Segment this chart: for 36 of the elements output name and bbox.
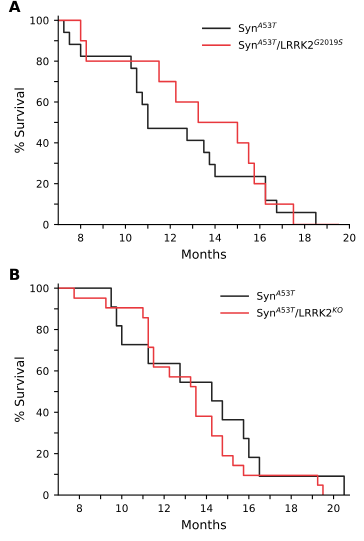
- x-tick-label: 8: [78, 234, 84, 242]
- x-tick-label: 10: [116, 504, 128, 512]
- x-tick-label: 20: [344, 234, 356, 242]
- x-tick-label: 16: [254, 234, 266, 242]
- y-tick-label: 0: [43, 491, 49, 500]
- x-tick-label: 14: [201, 504, 213, 512]
- x-axis-title: Months: [182, 249, 226, 259]
- y-tick-label: 20: [36, 180, 49, 188]
- y-tick-label: 20: [36, 450, 49, 458]
- x-tick-label: 18: [286, 504, 298, 512]
- legend-label: Syn$^{A53T}$/LRRK2$^{KO}$: [257, 307, 343, 319]
- y-tick-label: 60: [36, 367, 49, 376]
- x-tick-label: 12: [164, 234, 176, 242]
- y-tick-label: 80: [36, 326, 49, 334]
- y-axis-title: % Survival: [14, 358, 24, 422]
- y-axis-title: % Survival: [14, 88, 24, 153]
- x-tick-label: 16: [243, 504, 255, 512]
- legend-label: Syn$^{A53T}$: [257, 290, 296, 302]
- y-tick-label: 60: [36, 98, 49, 106]
- x-tick-label: 14: [210, 234, 222, 242]
- x-tick-label: 8: [76, 504, 82, 512]
- y-tick-label: 100: [30, 16, 49, 24]
- legend-label: Syn$^{A53T}$/LRRK2$^{G2019S}$: [238, 39, 343, 51]
- x-tick-label: 12: [158, 504, 170, 512]
- x-axis-title: Months: [182, 520, 226, 530]
- x-tick-label: 10: [120, 234, 132, 242]
- chart-title: B: [10, 268, 20, 280]
- y-tick-label: 40: [36, 139, 49, 147]
- x-tick-label: 18: [299, 234, 311, 242]
- y-tick-label: 80: [36, 57, 49, 66]
- y-tick-label: 40: [36, 408, 49, 416]
- y-tick-label: 100: [30, 284, 49, 292]
- x-tick-label: 20: [328, 504, 340, 512]
- y-tick-label: 0: [43, 220, 49, 229]
- chart-title: A: [8, 0, 20, 12]
- legend-label: Syn$^{A53T}$: [238, 22, 277, 34]
